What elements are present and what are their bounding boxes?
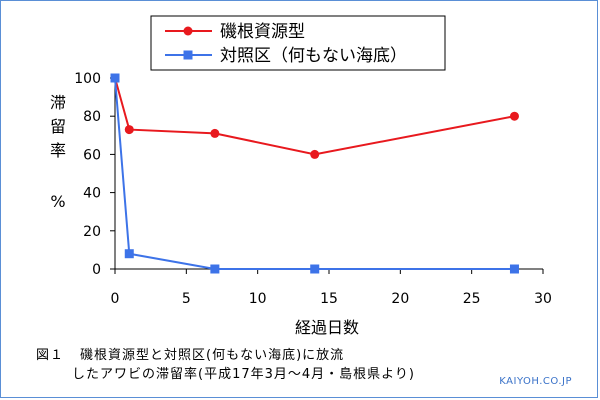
data-point [310,264,320,274]
figure-caption: 図１ 磯根資源型と対照区(何もない海底)に放流 したアワビの滞留率(平成17年3月… [36,346,415,384]
x-tick-label: 20 [391,291,409,307]
y-tick-label: 100 [74,71,101,87]
y-tick-label: 20 [83,224,101,240]
data-point [210,264,220,274]
y-axis-label-char: 滞 [50,93,66,112]
x-tick-label: 0 [111,291,120,307]
legend-label: 対照区（何もない海底） [220,46,407,66]
data-point [509,111,519,121]
figure-label: 図１ [36,348,65,363]
x-tick-label: 10 [249,291,267,307]
data-point [110,73,120,83]
data-point [124,125,134,135]
y-axis-label-char: % [50,192,65,211]
x-tick-label: 25 [463,291,481,307]
y-axis-label-char: 率 [50,141,66,160]
x-axis-label: 経過日数 [295,318,359,337]
data-point [210,128,220,138]
site-credit: KAIYOH.CO.JP [499,376,572,387]
legend-marker [183,50,193,60]
x-tick-label: 30 [534,291,552,307]
series-line [114,77,515,270]
legend-box [150,15,446,71]
legend-marker [183,26,193,36]
legend-label: 磯根資源型 [220,22,305,42]
data-point [509,264,519,274]
data-point [310,149,320,159]
x-tick-label: 15 [320,291,338,307]
series-line [114,77,515,156]
y-tick-label: 60 [83,147,101,163]
y-tick-label: 80 [83,109,101,125]
data-point [124,249,134,259]
caption-line-2: したアワビの滞留率(平成17年3月～4月・島根県より) [72,367,415,382]
y-axis-label-char: 留 [50,117,66,136]
y-tick-label: 40 [83,186,101,202]
line-chart: 0 20 40 60 80 100 0 5 10 15 20 25 30 滞留率% 経過日数 磯根資源型対照区… [50,15,552,337]
y-tick-label: 0 [92,262,101,278]
caption-line-1: 磯根資源型と対照区(何もない海底)に放流 [80,348,345,363]
x-tick-label: 5 [182,291,191,307]
